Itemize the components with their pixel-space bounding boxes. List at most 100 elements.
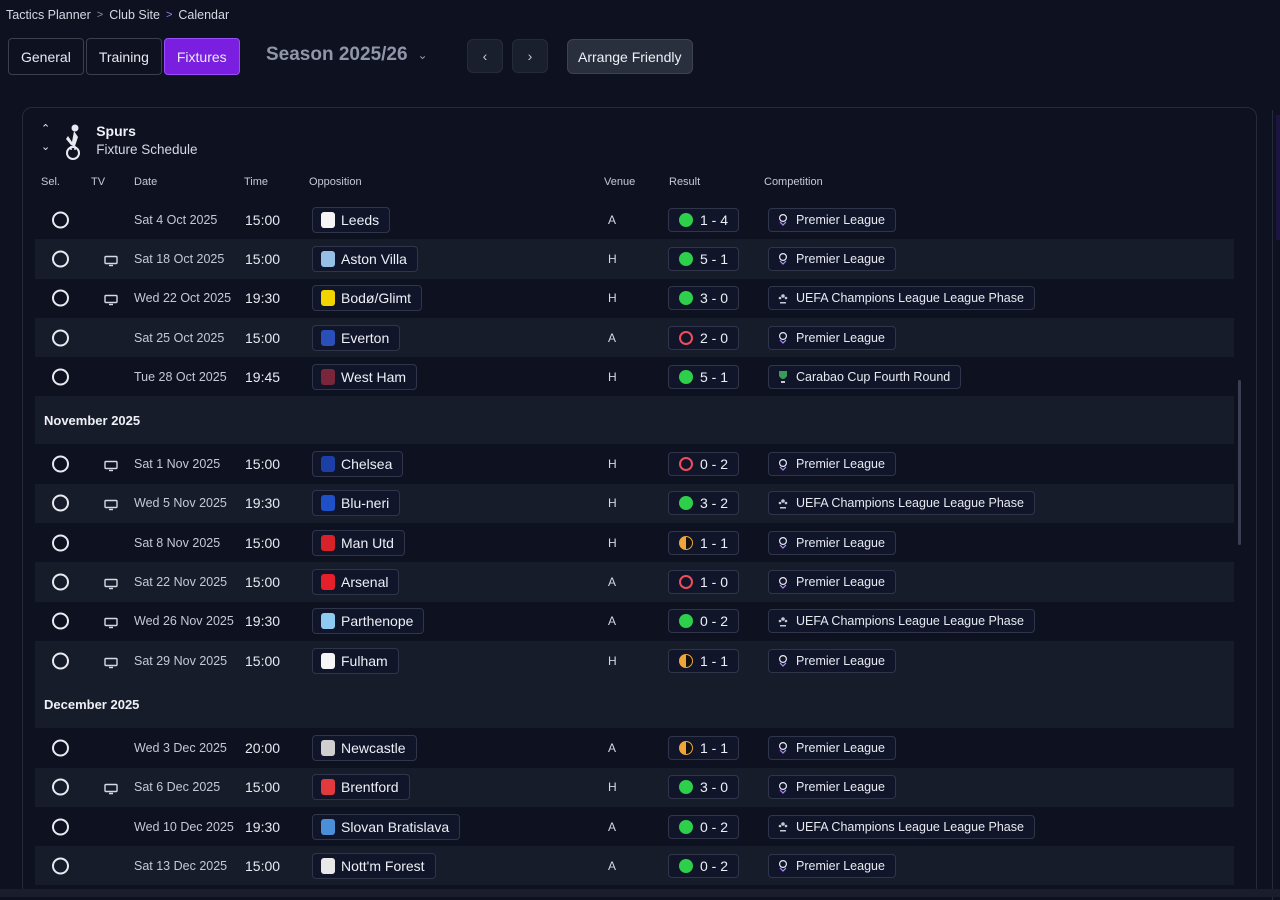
table-row[interactable]: Sat 1 Nov 2025 15:00 Chelsea H 0 - 2 Premier … (35, 444, 1234, 483)
competition-chip[interactable]: Premier League (768, 648, 896, 673)
table-row[interactable]: Wed 5 Nov 2025 19:30 Blu-neri H 3 - 2 UEFA Ch… (35, 483, 1234, 524)
opponent-chip[interactable]: Leeds (312, 206, 391, 233)
competition-chip[interactable]: Premier League (768, 853, 896, 878)
scrollbar[interactable] (1238, 380, 1241, 545)
select-radio[interactable] (52, 250, 69, 268)
col-date[interactable]: Date (134, 176, 158, 188)
select-radio[interactable] (52, 857, 69, 875)
competition-chip[interactable]: UEFA Champions League League Phase (768, 609, 1035, 634)
result-chip[interactable]: 0 - 2 (668, 814, 739, 839)
competition-chip[interactable]: Premier League (768, 325, 896, 350)
fixture-time: 19:45 (245, 368, 281, 385)
competition-chip[interactable]: Premier League (768, 530, 896, 555)
col-venue[interactable]: Venue (604, 176, 636, 188)
result-score: 3 - 0 (700, 779, 729, 796)
result-chip[interactable]: 3 - 2 (668, 491, 739, 516)
opponent-chip[interactable]: Brentford (312, 774, 410, 801)
table-row[interactable]: Wed 26 Nov 2025 19:30 Parthenope A 0 - 2 UEFA… (35, 602, 1234, 641)
table-row[interactable]: Sat 6 Dec 2025 15:00 Brentford H 3 - 0 Premie… (35, 767, 1234, 807)
chevron-down-icon[interactable]: ⌄ (41, 141, 51, 153)
opponent-chip[interactable]: Aston Villa (312, 245, 418, 272)
competition-chip[interactable]: Premier League (768, 570, 896, 595)
opponent-chip[interactable]: Blu-neri (312, 490, 401, 517)
tab-general[interactable]: General (8, 38, 84, 75)
opponent-chip[interactable]: Slovan Bratislava (312, 813, 461, 840)
opponent-chip[interactable]: Arsenal (312, 569, 400, 596)
opponent-chip[interactable]: Fulham (312, 647, 399, 674)
competition-chip[interactable]: Premier League (768, 452, 896, 477)
tv-icon (104, 655, 118, 668)
table-row[interactable]: Sat 22 Nov 2025 15:00 Arsenal A 1 - 0 Premier… (35, 562, 1234, 602)
season-selector[interactable]: Season 2025/26 ⌄ (266, 44, 428, 66)
select-radio[interactable] (52, 739, 69, 757)
table-row[interactable]: Sat 18 Oct 2025 15:00 Aston Villa H 5 - 1 Pre… (35, 239, 1234, 279)
table-row[interactable]: Wed 10 Dec 2025 19:30 Slovan Bratislava A 0 … (35, 807, 1234, 846)
competition-chip[interactable]: Premier League (768, 735, 896, 760)
select-radio[interactable] (52, 612, 69, 630)
col-result[interactable]: Result (669, 176, 701, 188)
competition-chip[interactable]: UEFA Champions League League Phase (768, 814, 1035, 839)
tv-icon (104, 616, 118, 629)
tab-fixtures[interactable]: Fixtures (163, 38, 240, 75)
result-chip[interactable]: 1 - 1 (668, 648, 739, 673)
competition-chip[interactable]: Premier League (768, 207, 896, 232)
breadcrumb-tactics-planner[interactable]: Tactics Planner (6, 8, 91, 22)
table-row[interactable]: Sat 4 Oct 2025 15:00 Leeds A 1 - 4 Premier Le… (35, 200, 1234, 239)
tab-training[interactable]: Training (85, 38, 162, 75)
col-sel[interactable]: Sel. (41, 176, 60, 188)
select-radio[interactable] (52, 289, 69, 307)
select-radio[interactable] (52, 368, 69, 386)
opponent-chip[interactable]: Newcastle (312, 734, 417, 761)
competition-chip[interactable]: Premier League (768, 775, 896, 800)
result-chip[interactable]: 2 - 0 (668, 325, 739, 350)
opponent-chip[interactable]: Parthenope (312, 608, 425, 635)
table-row[interactable]: Sat 13 Dec 2025 15:00 Nott'm Forest A 0 - 2 P… (35, 846, 1234, 886)
opponent-chip[interactable]: Everton (312, 324, 401, 351)
opponent-chip[interactable]: Bodø/Glimt (312, 285, 423, 312)
previous-button[interactable]: ‹ (467, 39, 503, 73)
select-radio[interactable] (52, 652, 69, 670)
col-tv[interactable]: TV (91, 176, 106, 188)
col-time[interactable]: Time (244, 176, 269, 188)
select-radio[interactable] (52, 818, 69, 835)
select-radio[interactable] (52, 455, 69, 473)
result-chip[interactable]: 5 - 1 (668, 246, 739, 271)
result-chip[interactable]: 1 - 0 (668, 570, 739, 595)
select-radio[interactable] (52, 778, 69, 796)
col-competition[interactable]: Competition (764, 176, 823, 188)
table-row[interactable]: Sat 8 Nov 2025 15:00 Man Utd H 1 - 1 Premier … (35, 523, 1234, 562)
competition-chip[interactable]: Premier League (768, 246, 896, 271)
competition-chip[interactable]: Carabao Cup Fourth Round (768, 364, 962, 389)
select-radio[interactable] (52, 494, 69, 512)
next-button[interactable]: › (512, 39, 548, 73)
select-radio[interactable] (52, 211, 69, 229)
select-radio[interactable] (52, 329, 69, 347)
table-row[interactable]: Sat 29 Nov 2025 15:00 Fulham H 1 - 1 Premier … (35, 640, 1234, 681)
opponent-chip[interactable]: Chelsea (312, 451, 404, 478)
table-row[interactable]: Sat 25 Oct 2025 15:00 Everton A 2 - 0 Premier… (35, 317, 1234, 358)
result-chip[interactable]: 1 - 1 (668, 735, 739, 760)
result-chip[interactable]: 0 - 2 (668, 452, 739, 477)
opponent-chip[interactable]: West Ham (312, 363, 418, 390)
result-chip[interactable]: 0 - 2 (668, 853, 739, 878)
breadcrumb-club-site[interactable]: Club Site (109, 8, 160, 22)
result-chip[interactable]: 3 - 0 (668, 775, 739, 800)
result-chip[interactable]: 0 - 2 (668, 609, 739, 634)
competition-chip[interactable]: UEFA Champions League League Phase (768, 491, 1035, 516)
result-chip[interactable]: 1 - 4 (668, 207, 739, 232)
competition-name: UEFA Champions League League Phase (796, 496, 1024, 511)
arrange-friendly-button[interactable]: Arrange Friendly (567, 39, 693, 74)
result-chip[interactable]: 3 - 0 (668, 286, 739, 311)
result-chip[interactable]: 5 - 1 (668, 364, 739, 389)
result-chip[interactable]: 1 - 1 (668, 530, 739, 555)
select-radio[interactable] (52, 534, 69, 552)
table-row[interactable]: Wed 22 Oct 2025 19:30 Bodø/Glimt H 3 - 0 UEFA… (35, 279, 1234, 318)
select-radio[interactable] (52, 573, 69, 591)
chevron-up-icon[interactable]: ⌃ (41, 123, 51, 135)
col-opposition[interactable]: Opposition (309, 176, 362, 188)
opponent-chip[interactable]: Man Utd (312, 529, 405, 556)
table-row[interactable]: Tue 28 Oct 2025 19:45 West Ham H 5 - 1 Caraba… (35, 357, 1234, 396)
competition-chip[interactable]: UEFA Champions League League Phase (768, 286, 1035, 311)
table-row[interactable]: Wed 3 Dec 2025 20:00 Newcastle A 1 - 1 Premie… (35, 728, 1234, 767)
opponent-chip[interactable]: Nott'm Forest (312, 852, 436, 879)
